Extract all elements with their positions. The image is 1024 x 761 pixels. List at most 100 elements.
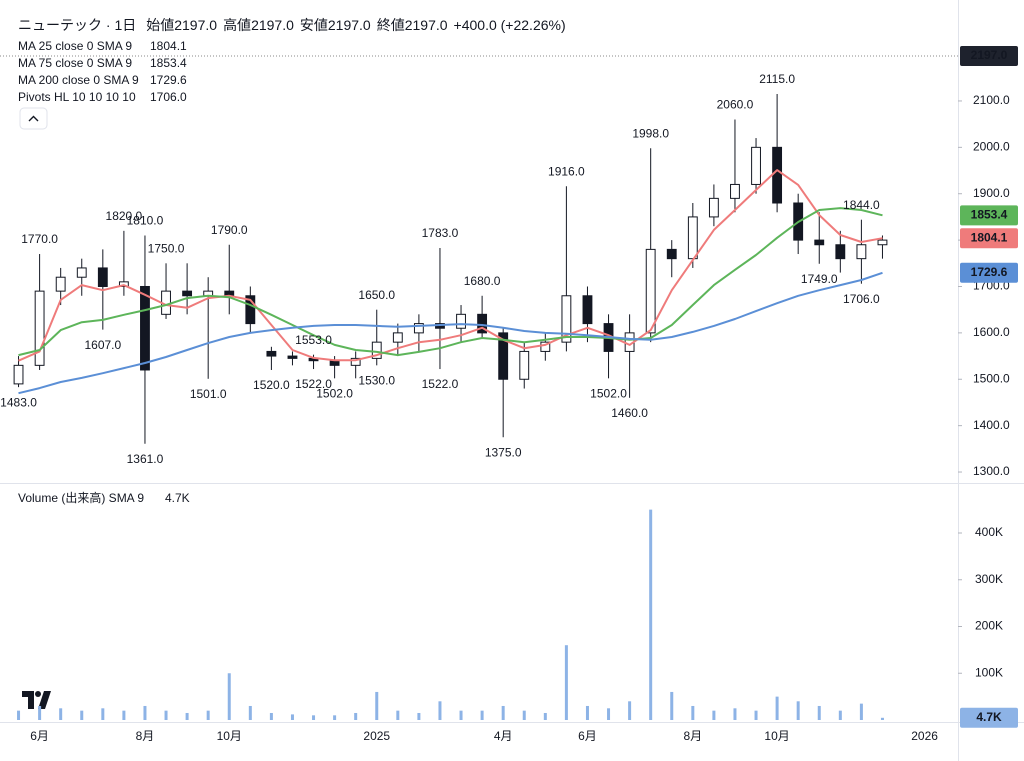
pivot-low-label: 1375.0 [485, 445, 522, 459]
price-badge-label: 1853.4 [971, 208, 1008, 222]
pivot-high-label: 1916.0 [548, 164, 585, 178]
ohlc-value: 2197.0 [405, 17, 448, 33]
pivot-low-label: 1520.0 [253, 378, 290, 392]
y-tick-label: 300K [975, 572, 1003, 586]
pivot-high-label: 2115.0 [759, 72, 795, 86]
candle-body [456, 313, 466, 329]
price-badge [960, 707, 1018, 728]
candle-body [140, 285, 150, 371]
candle-body [856, 244, 867, 260]
candle-body [751, 146, 761, 185]
candle-body [561, 295, 572, 343]
collapse-button[interactable] [19, 107, 48, 130]
candle-body [350, 357, 361, 366]
ohlc-value: 2197.0 [328, 17, 371, 33]
volume-bar [712, 710, 716, 720]
legend-label: Pivots HL 10 10 10 10 [18, 90, 136, 104]
volume-bar [417, 712, 421, 720]
x-tick-label: 8月 [136, 729, 155, 743]
candle-body [97, 267, 108, 287]
legend-value: 1853.4 [150, 56, 187, 70]
candle-body [772, 146, 783, 204]
volume-bar [775, 696, 779, 720]
chevron-icon[interactable] [28, 115, 39, 122]
candle-body [413, 323, 424, 334]
candle-body [540, 341, 551, 352]
volume-bar [375, 691, 379, 720]
legend-value: 1804.1 [150, 39, 187, 53]
candle-body [34, 290, 45, 366]
y-tick-label: 100K [975, 665, 1003, 679]
volume-bar [564, 645, 568, 720]
y-tick-label: 1500.0 [973, 371, 1010, 385]
button-frame[interactable] [19, 107, 48, 130]
pivot-high-label: 1820.0 [106, 209, 143, 223]
logo-shape [22, 691, 51, 709]
volume-bar [796, 701, 800, 720]
volume-bar [691, 705, 695, 720]
candle-body [266, 350, 277, 357]
pivot-low-label: 1502.0 [316, 387, 353, 401]
y-tick-label: 1400.0 [973, 418, 1010, 432]
pivot-high-label: 2060.0 [717, 98, 754, 112]
legend-value: 4.7K [165, 491, 190, 505]
candle-body [519, 350, 530, 380]
legend-label: MA 25 close 0 SMA 9 [18, 39, 132, 53]
x-tick-label: 8月 [683, 729, 702, 743]
volume-bar [269, 712, 273, 720]
pivot-high-label: 1810.0 [127, 214, 164, 228]
volume-bar [17, 710, 21, 720]
y-tick-label: 200K [975, 619, 1003, 633]
x-tick-label: 6月 [578, 729, 597, 743]
ma-line [18, 271, 883, 395]
candle-body [498, 332, 509, 380]
header: ニューテック · 1日 始値2197.0 高値2197.0 安値2197.0 終値219… [18, 17, 566, 33]
volume-bar [164, 710, 168, 720]
candle-body [835, 244, 846, 260]
pivot-low-label: 1749.0 [801, 272, 838, 286]
candle-body [582, 295, 593, 325]
price-badge [960, 45, 1018, 66]
volume-bar [880, 717, 884, 720]
volume-bar [312, 715, 316, 720]
change: +400.0 (+22.26%) [454, 17, 566, 33]
volume-bar [438, 701, 442, 720]
volume-bar [859, 703, 863, 720]
pivot-high-label: 1770.0 [21, 232, 58, 246]
volume-bar [754, 710, 758, 720]
candle-body [666, 248, 677, 260]
volume-bar [290, 714, 294, 720]
candle-body [13, 364, 24, 385]
candle-body [76, 267, 87, 278]
candle-body [392, 332, 403, 343]
x-tick-label: 4月 [494, 729, 513, 743]
legend-value: 1706.0 [150, 90, 187, 104]
pivot-high-label: 1783.0 [422, 226, 459, 240]
pivot-low-label: 1522.0 [295, 377, 332, 391]
price-badge [960, 228, 1018, 249]
pivot-high-label: 1998.0 [632, 126, 669, 140]
volume-bar [248, 705, 252, 720]
pivot-high-label: 1750.0 [148, 241, 185, 255]
candle-body [877, 239, 888, 246]
legend-value: 1729.6 [150, 73, 187, 87]
pivot-low-label: 1501.0 [190, 387, 227, 401]
volume-bar [185, 712, 189, 720]
ohlc-label: 高値 [223, 17, 251, 33]
volume-bar [80, 710, 84, 720]
pivot-high-label: 1790.0 [211, 223, 248, 237]
pivot-high-label: 1553.0 [295, 333, 332, 347]
candle-body [687, 216, 698, 260]
pivot-low-label: 1483.0 [0, 395, 37, 409]
legend-label: MA 75 close 0 SMA 9 [18, 56, 132, 70]
price-badge-label: 1729.6 [971, 265, 1008, 279]
y-tick-label: 1300.0 [973, 464, 1010, 478]
x-tick-label: 2025 [363, 729, 390, 743]
ma-line [18, 169, 883, 362]
price-badge-label: 4.7K [976, 710, 1002, 724]
volume-bar [333, 715, 337, 720]
volume-bar [501, 705, 505, 720]
pivot-low-label: 1502.0 [590, 387, 627, 401]
volume-bar [628, 701, 632, 720]
